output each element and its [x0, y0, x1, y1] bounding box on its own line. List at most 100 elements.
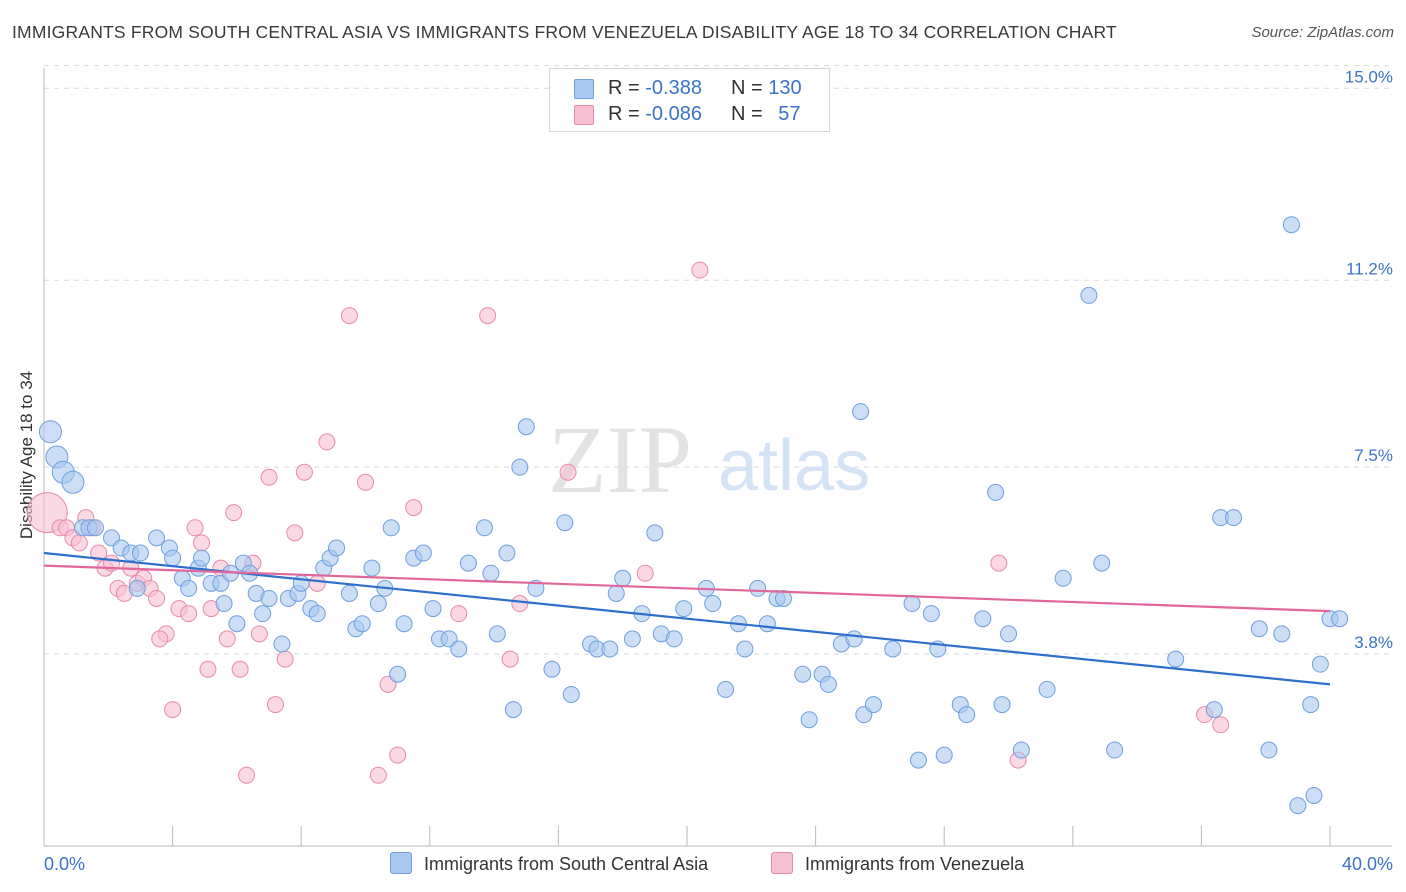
south-central-asia-point: [504, 701, 522, 719]
south-central-asia-point: [543, 660, 561, 678]
south-central-asia-point: [488, 625, 506, 643]
tick-labels: 3.8% 7.5% 11.2% 15.0% 0.0% 40.0%: [44, 67, 1393, 874]
south-central-asia-point: [1282, 216, 1300, 234]
south-central-asia-point: [903, 595, 921, 613]
south-central-asia-point: [614, 569, 632, 587]
south-central-asia-point: [974, 610, 992, 628]
source-label: Source: ZipAtlas.com: [1251, 24, 1394, 41]
venezuela-point: [405, 499, 423, 517]
trend-line: [43, 564, 1331, 613]
south-central-asia-point: [935, 746, 953, 764]
venezuela-point: [250, 625, 268, 643]
venezuela-point: [450, 605, 468, 623]
venezuela-point: [511, 595, 529, 613]
south-central-asia-point: [328, 539, 346, 557]
venezuela-point: [231, 660, 249, 678]
south-central-asia-point: [38, 420, 62, 444]
venezuela-point: [340, 307, 358, 325]
south-central-asia-point: [498, 544, 516, 562]
south-central-asia-point: [482, 564, 500, 582]
south-central-asia-point: [164, 549, 182, 567]
venezuela-point: [164, 701, 182, 719]
south-central-asia-point: [1305, 786, 1323, 804]
legend-n: N = 57: [731, 103, 801, 126]
venezuela-point: [193, 534, 211, 552]
legend-r-label: R =: [608, 103, 640, 125]
watermark: ZIP atlas: [548, 406, 870, 513]
bottom-legend-label: Immigrants from South Central Asia: [424, 854, 709, 874]
y-tick-label: 7.5%: [1354, 446, 1393, 465]
south-central-asia-point: [819, 675, 837, 693]
south-central-asia-point: [148, 529, 166, 547]
south-central-asia-point: [1260, 741, 1278, 759]
south-central-asia-point: [794, 665, 812, 683]
south-central-asia-point: [556, 514, 574, 532]
south-central-asia-point: [1167, 650, 1185, 668]
venezuela-point: [180, 605, 198, 623]
south-central-asia-point: [1106, 741, 1124, 759]
legend-r-label: R =: [608, 77, 640, 99]
legend-r: R = -0.086: [608, 103, 702, 126]
venezuela-point: [691, 261, 709, 279]
venezuela-point: [266, 696, 284, 714]
south-central-asia-point: [736, 640, 754, 658]
south-central-asia-point: [1302, 696, 1320, 714]
south-central-asia-point: [1250, 620, 1268, 638]
south-central-asia-point: [1054, 569, 1072, 587]
south-central-asia-point: [1225, 509, 1243, 527]
south-central-asia-point: [273, 635, 291, 653]
south-central-asia-point: [459, 554, 477, 572]
south-central-asia-point: [987, 483, 1005, 501]
south-central-asia-point: [1273, 625, 1291, 643]
legend-r-value: -0.086: [645, 103, 702, 125]
watermark-zip: ZIP: [548, 406, 692, 513]
watermark-atlas: atlas: [718, 426, 870, 506]
south-central-asia-point: [665, 630, 683, 648]
south-central-asia-point: [308, 605, 326, 623]
venezuela-point: [308, 574, 326, 592]
south-central-asia-point: [363, 559, 381, 577]
correlation-legend: R = -0.388 N = 130 R = -0.086 N = 57: [549, 68, 830, 132]
south-central-asia-point: [884, 640, 902, 658]
chart-title: IMMIGRANTS FROM SOUTH CENTRAL ASIA VS IM…: [12, 22, 1117, 42]
south-central-asia-point: [1000, 625, 1017, 643]
south-central-asia-point: [774, 589, 792, 607]
venezuela-point: [357, 473, 374, 491]
south-central-asia-point: [1093, 554, 1111, 572]
venezuela-point: [295, 463, 313, 481]
south-central-asia-point: [1080, 286, 1098, 304]
south-central-asia-point: [1038, 680, 1056, 698]
south-central-asia-point: [864, 696, 882, 714]
legend-n: N = 130: [731, 77, 802, 100]
south-central-asia-point: [260, 589, 278, 607]
south-central-asia-point: [517, 418, 535, 436]
south-central-asia-point: [1205, 701, 1223, 719]
south-central-asia-point: [369, 595, 387, 613]
south-central-asia-point: [353, 615, 371, 633]
south-central-asia-point: [128, 579, 146, 597]
venezuela-point: [260, 468, 278, 486]
south-central-asia-point: [909, 751, 927, 769]
south-central-asia-point: [193, 549, 211, 567]
south-central-asia-point: [562, 685, 580, 703]
south-central-asia-point: [922, 605, 940, 623]
venezuela-point: [148, 589, 166, 607]
bottom-legend-item-venezuela: Immigrants from Venezuela: [771, 852, 1024, 876]
y-tick-label: 3.8%: [1354, 633, 1393, 652]
axes: [43, 68, 1392, 847]
venezuela-points: [26, 261, 1230, 784]
south-central-asia-point: [607, 584, 625, 602]
bottom-legend-swatch-pink: [771, 852, 793, 874]
south-central-asia-point: [749, 579, 767, 597]
legend-n-value: 57: [778, 103, 801, 125]
venezuela-point: [559, 463, 577, 481]
south-central-asia-point: [86, 519, 104, 537]
venezuela-point: [276, 650, 294, 668]
south-central-asia-point: [215, 595, 233, 613]
venezuela-point: [286, 524, 304, 542]
south-central-asia-point: [414, 544, 432, 562]
south-central-asia-point: [623, 630, 641, 648]
venezuela-point: [70, 534, 88, 552]
south-central-asia-point: [1311, 655, 1329, 673]
